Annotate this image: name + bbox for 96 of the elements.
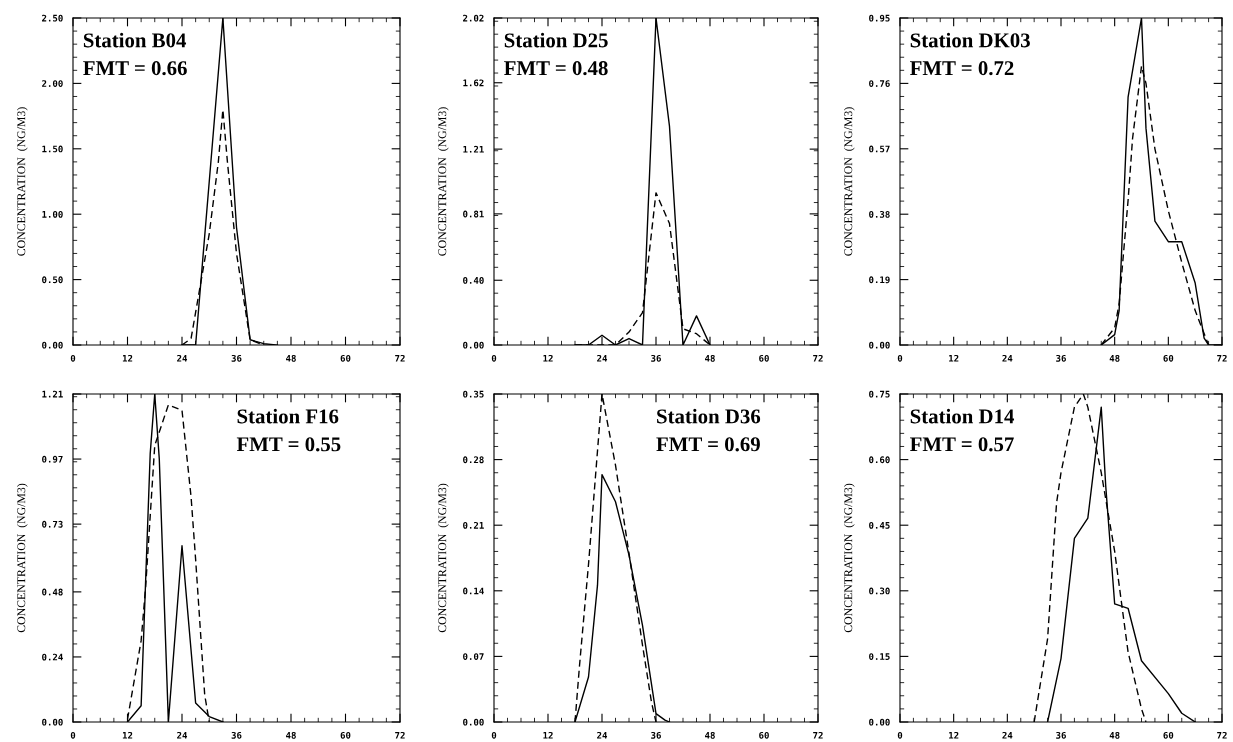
x-tick-label: 60 <box>1163 354 1174 362</box>
annotation: FMT = 0.72 <box>910 61 1014 76</box>
x-tick-label: 12 <box>122 731 133 739</box>
y-tick-label: 0.81 <box>463 210 484 218</box>
annotation: Station DK03 <box>910 32 1030 48</box>
y-tick-label: 0.00 <box>463 341 484 349</box>
y-tick-label: 0.40 <box>463 276 484 284</box>
y-tick-label: 0.14 <box>463 587 484 595</box>
annotation: Station D14 <box>910 408 1015 424</box>
y-tick-label: 1.50 <box>42 145 63 153</box>
y-tick-label: 0.24 <box>42 653 63 661</box>
annotation: FMT = 0.55 <box>236 437 341 452</box>
x-tick-label: 24 <box>1002 731 1013 739</box>
x-tick-label: 12 <box>543 731 553 739</box>
x-tick-label: 36 <box>1056 731 1066 739</box>
y-tick-label: 0.60 <box>869 456 890 464</box>
x-tick-label: 72 <box>813 731 823 739</box>
x-tick-label: 0 <box>897 731 903 739</box>
x-tick-label: 24 <box>177 731 188 739</box>
annotation: FMT = 0.48 <box>504 61 608 76</box>
y-tick-label: 0.76 <box>869 80 890 87</box>
y-tick-label: 1.21 <box>42 390 63 398</box>
y-tick-label: 0.95 <box>869 14 890 22</box>
x-tick-label: 72 <box>395 731 405 739</box>
x-tick-label: 48 <box>1109 354 1120 362</box>
y-tick-label: 0.50 <box>42 276 63 284</box>
y-tick-label: 0.57 <box>869 145 890 153</box>
annotation: Station B04 <box>83 32 187 48</box>
y-tick-label: 0.19 <box>869 276 890 284</box>
y-tick-label: 0.45 <box>869 521 890 529</box>
y-axis-title: CONCENTRATION (NG/M3) <box>16 107 28 256</box>
x-tick-label: 12 <box>543 354 553 362</box>
x-tick-label: 12 <box>122 354 133 362</box>
y-tick-label: 0.00 <box>869 341 890 349</box>
x-tick-label: 36 <box>651 354 661 362</box>
x-tick-label: 48 <box>705 354 715 362</box>
y-tick-label: 0.28 <box>463 456 484 464</box>
x-tick-label: 60 <box>340 354 351 362</box>
x-tick-label: 12 <box>949 731 959 739</box>
y-tick-label: 2.02 <box>463 14 484 22</box>
y-tick-label: 2.50 <box>42 14 63 22</box>
y-axis-title: CONCENTRATION (NG/M3) <box>16 483 28 633</box>
y-axis-title: CONCENTRATION (NG/M3) <box>437 107 449 256</box>
x-tick-label: 24 <box>1002 354 1013 362</box>
x-tick-label: 48 <box>286 354 296 362</box>
x-tick-label: 0 <box>70 731 76 739</box>
x-tick-label: 72 <box>395 354 405 362</box>
x-tick-label: 36 <box>231 354 242 362</box>
x-tick-label: 0 <box>491 354 497 362</box>
x-tick-label: 36 <box>1056 354 1066 362</box>
x-tick-label: 72 <box>813 354 823 362</box>
y-tick-label: 0.15 <box>869 653 890 660</box>
y-tick-label: 1.62 <box>463 79 484 87</box>
x-tick-label: 0 <box>897 354 903 362</box>
y-tick-label: 0.48 <box>42 588 63 596</box>
y-axis-title: CONCENTRATION (NG/M3) <box>843 107 855 256</box>
y-tick-label: 0.00 <box>42 341 63 349</box>
y-tick-label: 0.38 <box>869 210 890 218</box>
x-tick-label: 24 <box>597 731 608 739</box>
annotation: FMT = 0.69 <box>656 437 760 452</box>
y-tick-label: 0.00 <box>42 718 63 726</box>
y-tick-label: 1.00 <box>42 210 63 218</box>
x-tick-label: 72 <box>1217 731 1227 739</box>
x-tick-label: 36 <box>651 731 661 739</box>
x-tick-label: 72 <box>1217 354 1227 362</box>
annotation: Station D25 <box>504 32 608 48</box>
x-tick-label: 48 <box>705 731 715 739</box>
y-tick-label: 2.00 <box>42 80 63 87</box>
y-tick-label: 0.73 <box>42 520 63 528</box>
x-tick-label: 60 <box>759 731 769 739</box>
y-axis-title: CONCENTRATION (NG/M3) <box>843 483 855 633</box>
x-tick-label: 0 <box>491 731 497 739</box>
annotation: FMT = 0.66 <box>83 61 187 76</box>
x-tick-label: 24 <box>597 354 608 362</box>
x-tick-label: 60 <box>759 354 769 362</box>
y-tick-label: 0.97 <box>42 455 63 463</box>
y-tick-label: 0.00 <box>463 718 484 726</box>
x-tick-label: 60 <box>340 731 351 739</box>
x-tick-label: 36 <box>231 731 242 739</box>
x-tick-label: 60 <box>1163 731 1174 739</box>
x-tick-label: 0 <box>70 354 76 362</box>
x-tick-label: 48 <box>1109 731 1120 739</box>
y-tick-label: 0.07 <box>463 653 484 660</box>
annotation: FMT = 0.57 <box>910 437 1014 452</box>
x-tick-label: 12 <box>949 354 959 362</box>
y-tick-label: 0.75 <box>869 390 890 398</box>
annotation: Station D36 <box>657 408 761 424</box>
x-tick-label: 48 <box>286 731 296 739</box>
y-tick-label: 0.21 <box>463 521 484 529</box>
y-tick-label: 0.00 <box>869 718 890 726</box>
y-tick-label: 0.35 <box>463 390 484 398</box>
y-tick-label: 0.30 <box>869 587 890 595</box>
annotation: Station F16 <box>237 408 339 424</box>
y-axis-title: CONCENTRATION (NG/M3) <box>437 483 449 633</box>
y-tick-label: 1.21 <box>463 145 484 153</box>
x-tick-label: 24 <box>177 354 188 362</box>
